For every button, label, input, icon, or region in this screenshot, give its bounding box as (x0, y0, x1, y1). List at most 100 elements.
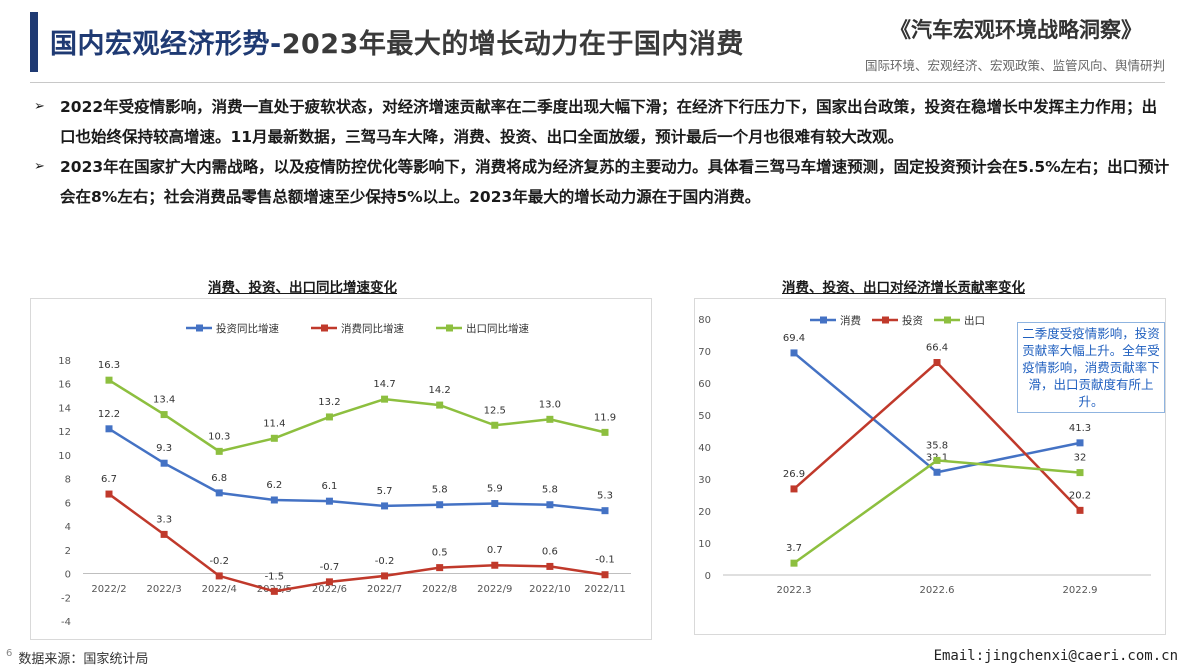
legend-marker (882, 316, 889, 324)
bullet-item: ➢ 2022年受疫情影响，消费一直处于疲软状态，对经济增速贡献率在二季度出现大幅… (30, 92, 1170, 152)
data-label: 32 (1074, 453, 1087, 464)
page-number: 6 (6, 648, 13, 659)
y-tick-label: 2 (65, 546, 71, 557)
data-point (160, 530, 168, 538)
data-point (325, 578, 333, 586)
data-point (325, 413, 333, 421)
data-point (270, 434, 278, 442)
data-point (215, 572, 223, 580)
data-point (105, 376, 113, 384)
data-label: 35.8 (926, 440, 948, 451)
data-label: 9.3 (156, 443, 172, 454)
y-tick-label: 80 (698, 315, 711, 326)
summary-bullets: ➢ 2022年受疫情影响，消费一直处于疲软状态，对经济增速贡献率在二季度出现大幅… (30, 92, 1170, 212)
legend-label: 消费 (840, 314, 861, 327)
data-point (381, 502, 389, 510)
data-label: 6.7 (101, 474, 117, 485)
x-tick-label: 2022/6 (312, 584, 347, 595)
data-label: 3.7 (786, 543, 802, 554)
data-point (436, 401, 444, 409)
data-label: 20.2 (1069, 490, 1091, 501)
y-tick-label: 60 (698, 379, 711, 390)
chart1-title: 消费、投资、出口同比增速变化 (208, 280, 397, 296)
data-point (933, 456, 941, 464)
data-label: 6.2 (266, 480, 282, 491)
data-point (1076, 506, 1084, 514)
data-point (381, 572, 389, 580)
data-source-text: 数据来源：国家统计局 (18, 652, 149, 667)
y-tick-label: 70 (698, 347, 711, 358)
data-label: 6.1 (321, 481, 337, 492)
contribution-rate-chart: 0 10 20 30 40 50 60 70 80 2022.3 2022.6 2022.9 69.4 3… (698, 314, 1151, 596)
data-label: 11.9 (594, 412, 616, 423)
page-title-part1: 国内宏观经济形势- (50, 29, 282, 60)
legend-label: 出口 (964, 314, 985, 327)
chart1-frame: -4 -2 0 2 4 6 8 10 12 14 16 18 2022/2 2022/3 2022/4 202… (30, 298, 652, 640)
data-point (160, 459, 168, 467)
bullet-item: ➢ 2023年在国家扩大内需战略，以及疫情防控优化等影响下，消费将成为经济复苏的… (30, 152, 1170, 212)
x-tick-label: 2022/11 (584, 584, 626, 595)
data-label: 0.6 (542, 546, 558, 557)
legend-label: 投资 (902, 314, 923, 327)
x-tick-label: 2022/7 (367, 584, 402, 595)
data-label: -0.2 (375, 556, 395, 567)
bullet-arrow-icon: ➢ (34, 99, 45, 114)
bullet-text: 2023年在国家扩大内需战略，以及疫情防控优化等影响下，消费将成为经济复苏的主要… (60, 158, 1170, 206)
data-point (933, 468, 941, 476)
data-point (215, 489, 223, 497)
y-tick-label: 18 (58, 356, 71, 367)
y-tick-label: 4 (65, 522, 71, 533)
data-label: 16.3 (98, 360, 120, 371)
x-tick-label: 2022.6 (920, 585, 955, 596)
data-point (270, 587, 278, 595)
data-point (215, 447, 223, 455)
data-label: 5.8 (542, 485, 558, 496)
contact-email: Email:jingchenxi@caeri.com.cn (933, 648, 1178, 664)
data-point (546, 501, 554, 509)
x-tick-label: 2022/2 (91, 584, 126, 595)
data-label: -0.1 (595, 555, 615, 566)
bullet-arrow-icon: ➢ (34, 159, 45, 174)
data-label: -0.2 (209, 556, 229, 567)
data-source: 6 数据来源：国家统计局 (6, 648, 148, 667)
x-tick-label: 2022/4 (202, 584, 237, 595)
legend-label: 投资同比增速 (216, 322, 279, 335)
y-tick-label: 12 (58, 427, 71, 438)
data-point (546, 415, 554, 423)
y-tick-label: -2 (61, 593, 71, 604)
data-point (790, 485, 798, 493)
series-line-2 (793, 459, 1081, 565)
data-point (491, 561, 499, 569)
y-tick-label: 50 (698, 411, 711, 422)
data-label: -1.5 (265, 571, 285, 582)
data-label: 3.3 (156, 514, 172, 525)
data-point (270, 496, 278, 504)
data-label: 41.3 (1069, 423, 1091, 434)
data-point (436, 501, 444, 509)
y-tick-label: 0 (705, 571, 711, 582)
y-tick-label: 14 (58, 403, 71, 414)
legend-marker (820, 316, 827, 324)
y-tick-label: 16 (58, 380, 71, 391)
data-point (381, 395, 389, 403)
legend-label: 出口同比增速 (466, 322, 529, 335)
data-point (491, 500, 499, 508)
y-tick-label: 10 (698, 539, 711, 550)
series-line-0 (108, 427, 606, 512)
title-accent-bar (30, 12, 38, 72)
data-point (933, 359, 941, 367)
y-tick-label: 8 (65, 475, 71, 486)
data-point (105, 490, 113, 498)
x-tick-label: 2022.9 (1063, 585, 1098, 596)
page-title: 国内宏观经济形势-2023年最大的增长动力在于国内消费 (50, 22, 744, 61)
data-point (436, 564, 444, 572)
data-point (491, 421, 499, 429)
data-label: 69.4 (783, 333, 805, 344)
data-label: 66.4 (926, 343, 948, 354)
y-tick-label: -4 (61, 617, 71, 628)
data-point (325, 497, 333, 505)
x-tick-label: 2022/3 (147, 584, 182, 595)
data-label: 0.5 (432, 548, 448, 559)
data-label: 14.2 (429, 385, 451, 396)
y-tick-label: 0 (65, 570, 71, 581)
